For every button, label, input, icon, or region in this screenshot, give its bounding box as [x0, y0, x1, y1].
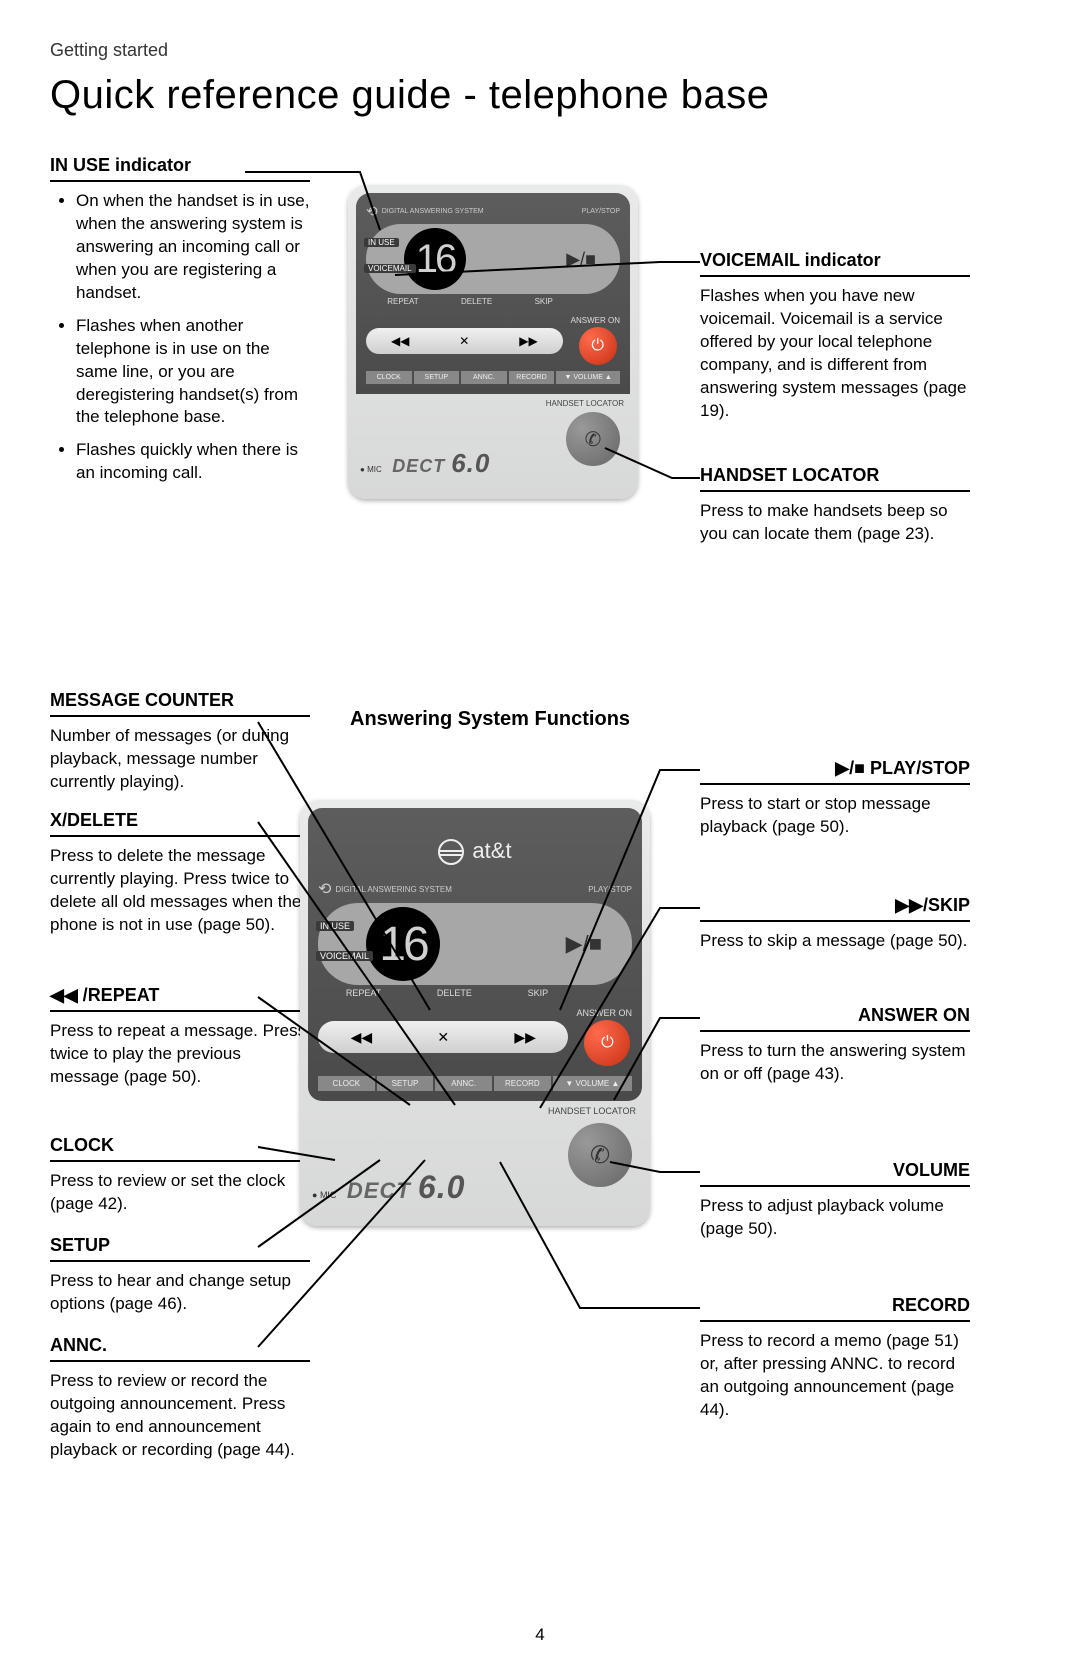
mic-label: MIC: [367, 465, 382, 474]
dect-version: 6.0: [451, 448, 490, 478]
answer-on-body: Press to turn the answering system on or…: [700, 1040, 970, 1086]
in-use-bullet-1: On when the handset is in use, when the …: [76, 190, 310, 305]
delete-icon: ✕: [459, 334, 469, 348]
play-stop-caption-2: PLAY/STOP: [588, 885, 632, 894]
handset-locator-icon: ✆: [566, 412, 620, 466]
volume-title: VOLUME: [700, 1160, 970, 1187]
handset-locator-body: Press to make handsets beep so you can l…: [700, 500, 970, 546]
page-number: 4: [535, 1625, 544, 1645]
brand-text: at&t: [472, 838, 511, 863]
play-stop-body: Press to start or stop message playback …: [700, 793, 970, 839]
clock-btn-2: CLOCK: [318, 1076, 375, 1091]
handset-locator-caption: HANDSET LOCATOR: [546, 399, 624, 408]
annc-title: ANNC.: [50, 1335, 310, 1362]
device-bottom-area-2: HANDSET LOCATOR ✆ ● MIC DECT 6.0: [300, 1109, 650, 1226]
record-body: Press to record a memo (page 51) or, aft…: [700, 1330, 970, 1422]
repeat-caption: REPEAT: [387, 297, 418, 306]
msg-counter-title: MESSAGE COUNTER: [50, 690, 310, 717]
forward-icon-2: ▶▶: [514, 1029, 536, 1046]
functions-heading: Answering System Functions: [350, 708, 630, 731]
voicemail-body: Flashes when you have new voicemail. Voi…: [700, 285, 970, 423]
dect-version-2: 6.0: [418, 1169, 465, 1205]
in-use-label-2: IN USE: [316, 921, 354, 931]
system-label-2: DIGITAL ANSWERING SYSTEM: [335, 885, 451, 894]
power-icon-2: ⏻: [584, 1020, 630, 1066]
delete-icon-2: ✕: [437, 1029, 449, 1046]
globe-icon: [438, 839, 464, 865]
x-delete-body: Press to delete the message currently pl…: [50, 845, 310, 937]
annc-btn-2: ANNC.: [435, 1076, 492, 1091]
breadcrumb: Getting started: [50, 40, 1030, 61]
handset-locator-icon-2: ✆: [568, 1123, 632, 1187]
volume-btn: ▼ VOLUME ▲: [556, 371, 620, 384]
control-pill: ◀◀ ✕ ▶▶: [366, 328, 563, 354]
forward-icon: ▶▶: [519, 334, 537, 348]
message-counter: 16: [404, 228, 466, 290]
skip-caption-2: SKIP: [528, 988, 549, 998]
device-bottom-area: HANDSET LOCATOR ✆ ● MIC DECT 6.0: [348, 402, 638, 499]
record-btn: RECORD: [509, 371, 555, 384]
clock-body: Press to review or set the clock (page 4…: [50, 1170, 310, 1216]
x-delete-title: X/DELETE: [50, 810, 310, 837]
skip-body: Press to skip a message (page 50).: [700, 930, 970, 953]
clock-title: CLOCK: [50, 1135, 310, 1162]
skip-caption: SKIP: [535, 297, 553, 306]
delete-caption: DELETE: [461, 297, 492, 306]
delete-caption-2: DELETE: [437, 988, 472, 998]
voicemail-label-2: VOICEMAIL: [316, 951, 373, 961]
dect-label-2: DECT: [347, 1178, 411, 1203]
play-stop-icon-2: ▶/■: [566, 931, 602, 957]
annc-body: Press to review or record the outgoing a…: [50, 1370, 310, 1462]
in-use-bullet-2: Flashes when another telephone is in use…: [76, 315, 310, 430]
mic-label-2: MIC: [320, 1190, 337, 1200]
clock-btn: CLOCK: [366, 371, 412, 384]
device-bottom-panel: at&t ⟲ DIGITAL ANSWERING SYSTEM PLAY/STO…: [308, 808, 642, 1101]
dect-label: DECT: [392, 456, 445, 476]
answer-on-caption: ANSWER ON: [571, 316, 620, 325]
setup-btn: SETUP: [414, 371, 460, 384]
display-pill-2: IN USE VOICEMAIL 16 ▶/■: [318, 903, 632, 985]
control-pill-2: ◀◀ ✕ ▶▶: [318, 1021, 568, 1053]
in-use-label: IN USE: [364, 238, 399, 247]
device-bottom: at&t ⟲ DIGITAL ANSWERING SYSTEM PLAY/STO…: [300, 800, 650, 1226]
voicemail-title: VOICEMAIL indicator: [700, 250, 970, 277]
device-top-panel: ⟲ DIGITAL ANSWERING SYSTEM PLAY/STOP IN …: [356, 193, 630, 394]
handset-locator-caption-2: HANDSET LOCATOR: [548, 1106, 636, 1116]
system-label: DIGITAL ANSWERING SYSTEM: [382, 208, 484, 215]
device-top: ⟲ DIGITAL ANSWERING SYSTEM PLAY/STOP IN …: [348, 185, 638, 499]
in-use-list: On when the handset is in use, when the …: [50, 190, 310, 485]
annc-btn: ANNC.: [461, 371, 507, 384]
voicemail-label: VOICEMAIL: [364, 264, 416, 273]
power-icon: ⏻: [579, 327, 617, 365]
page-title: Quick reference guide - telephone base: [50, 73, 1030, 118]
answer-on-caption-2: ANSWER ON: [576, 1008, 632, 1018]
display-pill: IN USE VOICEMAIL 16 ▶/■: [366, 224, 620, 294]
repeat-caption-2: REPEAT: [346, 988, 381, 998]
brand-logo: at&t: [318, 818, 632, 879]
record-btn-2: RECORD: [494, 1076, 551, 1091]
setup-btn-2: SETUP: [377, 1076, 434, 1091]
record-title: RECORD: [700, 1295, 970, 1322]
volume-btn-2: ▼ VOLUME ▲: [553, 1076, 632, 1091]
rewind-icon-2: ◀◀: [351, 1029, 373, 1046]
rewind-icon: ◀◀: [391, 334, 409, 348]
play-stop-caption: PLAY/STOP: [582, 208, 620, 215]
repeat-title: ◀◀ /REPEAT: [50, 985, 310, 1012]
in-use-title: IN USE indicator: [50, 155, 310, 182]
handset-locator-title: HANDSET LOCATOR: [700, 465, 970, 492]
skip-title: ▶▶/SKIP: [700, 895, 970, 922]
answer-on-title: ANSWER ON: [700, 1005, 970, 1032]
play-stop-icon: ▶/■: [566, 249, 596, 270]
setup-title: SETUP: [50, 1235, 310, 1262]
msg-counter-body: Number of messages (or during playback, …: [50, 725, 310, 794]
play-stop-title: ▶/■ PLAY/STOP: [700, 758, 970, 785]
setup-body: Press to hear and change setup options (…: [50, 1270, 310, 1316]
repeat-body: Press to repeat a message. Press twice t…: [50, 1020, 310, 1089]
volume-body: Press to adjust playback volume (page 50…: [700, 1195, 970, 1241]
in-use-bullet-3: Flashes quickly when there is an incomin…: [76, 439, 310, 485]
message-counter-2: 16: [366, 907, 440, 981]
